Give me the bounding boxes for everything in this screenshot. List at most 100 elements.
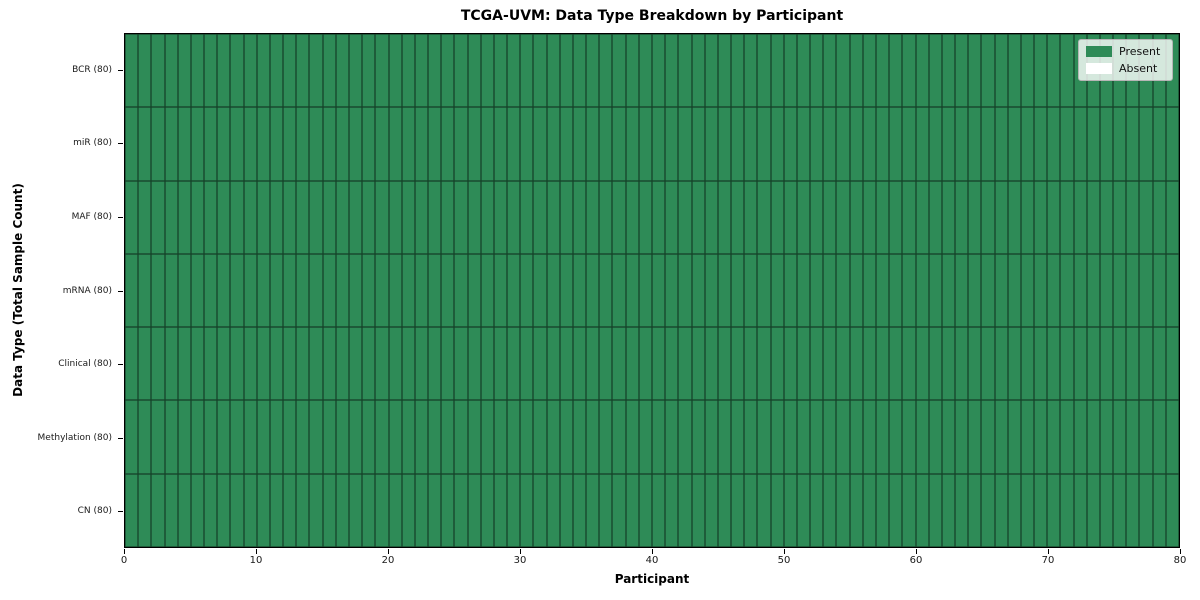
heatmap-cell [559, 107, 573, 181]
heatmap-cell [1020, 180, 1035, 254]
heatmap-cell [783, 180, 797, 254]
heatmap-cell [862, 327, 876, 401]
heatmap-cell [217, 107, 231, 181]
heatmap-cell [915, 400, 929, 474]
y-tick-mark [118, 437, 123, 439]
heatmap-cell [941, 473, 956, 547]
heatmap-cell [1165, 253, 1179, 328]
heatmap-cell [665, 253, 679, 328]
heatmap-cell [151, 34, 165, 108]
heatmap-cell [1152, 107, 1166, 181]
heatmap-cell [1113, 473, 1127, 547]
heatmap-cell [151, 253, 165, 328]
heatmap-cell [731, 327, 745, 401]
heatmap-cell [125, 473, 139, 547]
heatmap-cell [348, 473, 363, 547]
heatmap-cell [902, 34, 916, 108]
heatmap-cell [810, 180, 824, 254]
heatmap-cell [164, 400, 178, 474]
heatmap-cell [559, 400, 573, 474]
chart-title: TCGA-UVM: Data Type Breakdown by Partici… [460, 8, 844, 24]
heatmap-cell [704, 107, 718, 181]
heatmap-cell [414, 34, 429, 108]
heatmap-cell [1126, 180, 1140, 254]
heatmap-cell [665, 34, 679, 108]
heatmap-cell [928, 34, 942, 108]
heatmap-cell [875, 107, 890, 181]
heatmap-cell [467, 473, 481, 547]
heatmap-cell [204, 473, 218, 547]
y-tick-label: MAF (80) [71, 211, 112, 222]
heatmap-cell [493, 473, 508, 547]
heatmap-cell [1086, 400, 1100, 474]
heatmap-cell [164, 34, 178, 108]
heatmap-cell [190, 473, 205, 547]
heatmap-cell [441, 400, 455, 474]
heatmap-cell [375, 400, 389, 474]
heatmap-cell [744, 327, 758, 401]
heatmap-cell [612, 473, 626, 547]
heatmap-cell [652, 180, 666, 254]
heatmap-cell [533, 327, 547, 401]
heatmap-cell [177, 400, 191, 474]
heatmap-cell [164, 180, 178, 254]
heatmap-cell [612, 180, 626, 254]
heatmap-cell [1034, 253, 1048, 328]
heatmap-cell [520, 107, 534, 181]
heatmap-cell [1165, 473, 1179, 547]
heatmap-cell [296, 327, 310, 401]
heatmap-cell [296, 253, 310, 328]
heatmap-cell [704, 34, 718, 108]
heatmap-cell [1126, 473, 1140, 547]
heatmap-cell [1020, 107, 1035, 181]
heatmap-cell [717, 327, 732, 401]
heatmap-cell [599, 400, 613, 474]
heatmap-cell [665, 180, 679, 254]
heatmap-cell [572, 107, 587, 181]
heatmap-cell [968, 180, 982, 254]
heatmap-cell [941, 327, 956, 401]
heatmap-cell [770, 253, 784, 328]
heatmap-cell [1047, 34, 1061, 108]
heatmap-cell [322, 327, 336, 401]
heatmap-cell [230, 400, 244, 474]
heatmap-cell [138, 253, 152, 328]
heatmap-cell [309, 473, 323, 547]
heatmap-cell [1034, 180, 1048, 254]
heatmap-cell [770, 327, 784, 401]
heatmap-cell [678, 400, 692, 474]
heatmap-cell [428, 253, 442, 328]
x-tick-mark [1048, 549, 1049, 554]
heatmap-cell [968, 400, 982, 474]
heatmap-cell [586, 107, 600, 181]
heatmap-cell [230, 34, 244, 108]
heatmap-cell [1113, 327, 1127, 401]
heatmap-cell [177, 253, 191, 328]
heatmap-cell [1007, 253, 1021, 328]
heatmap-cell [520, 327, 534, 401]
heatmap-cell [533, 34, 547, 108]
heatmap-cell [375, 180, 389, 254]
heatmap-cell [296, 473, 310, 547]
heatmap-cell [283, 327, 297, 401]
heatmap-cell [572, 473, 587, 547]
heatmap-cell [467, 180, 481, 254]
heatmap-cell [322, 400, 336, 474]
heatmap-cell [335, 253, 349, 328]
heatmap-cell [177, 34, 191, 108]
heatmap-cell [1060, 253, 1074, 328]
heatmap-cell [428, 180, 442, 254]
heatmap-cell [1047, 107, 1061, 181]
heatmap-cell [190, 180, 205, 254]
heatmap-cell [480, 107, 494, 181]
heatmap-cell [849, 34, 863, 108]
heatmap-cell [691, 327, 705, 401]
heatmap-cell [1152, 400, 1166, 474]
heatmap-cell [678, 180, 692, 254]
heatmap-cell [862, 34, 876, 108]
x-tick-label: 10 [249, 555, 263, 566]
heatmap-cell [862, 107, 876, 181]
heatmap-cell [414, 473, 429, 547]
heatmap-cell [796, 400, 811, 474]
heatmap-cell [612, 34, 626, 108]
